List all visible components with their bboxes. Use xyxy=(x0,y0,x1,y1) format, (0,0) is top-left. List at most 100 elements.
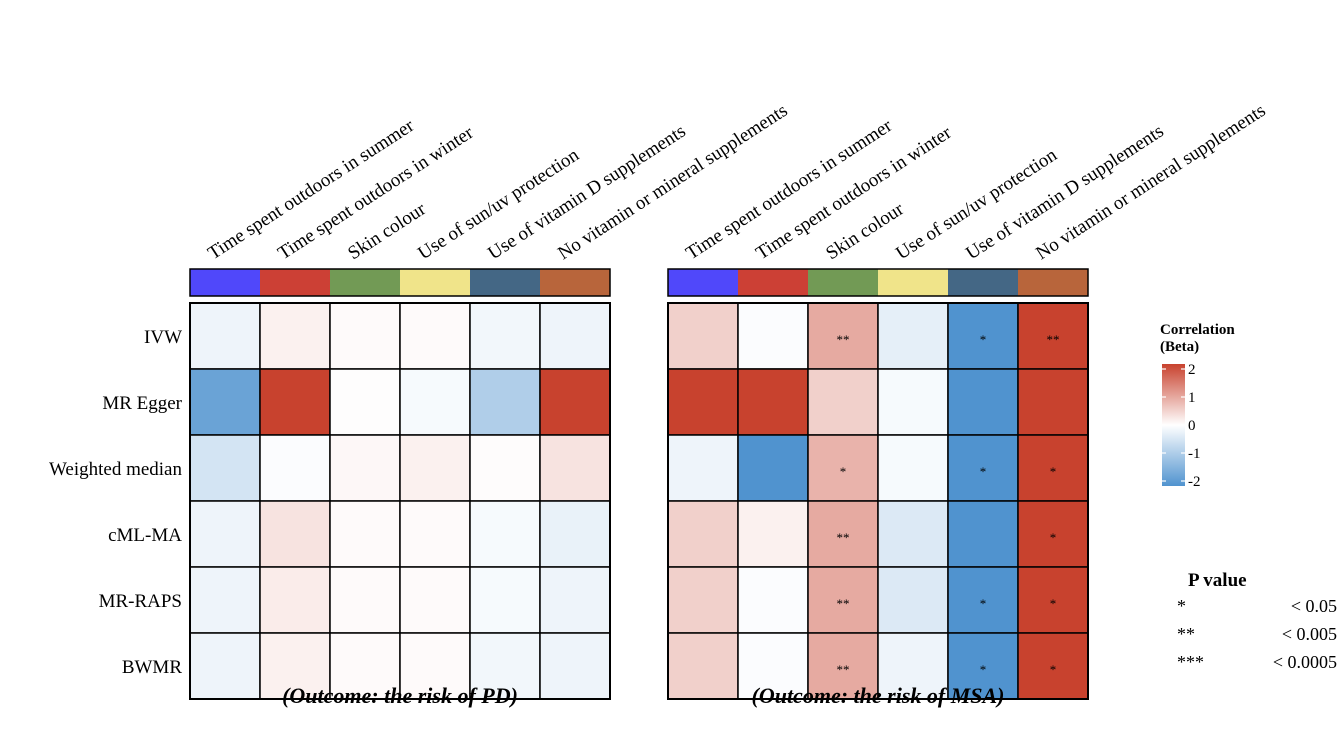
heatmap-cell xyxy=(329,434,401,502)
heatmap-cell xyxy=(947,566,1019,634)
heatmap-cell xyxy=(737,368,809,436)
heatmap-cell xyxy=(329,500,401,568)
heatmap-cell xyxy=(259,302,331,370)
column-color-swatch xyxy=(668,269,738,296)
heatmap-cell xyxy=(737,500,809,568)
significance-marker: ** xyxy=(837,530,850,545)
colorbar-legend: Correlation (Beta) 2 1 0 -1 -2 xyxy=(1160,322,1235,490)
heatmap-cell xyxy=(189,632,261,700)
heatmap-cell xyxy=(399,566,471,634)
heatmap-cell xyxy=(469,302,541,370)
heatmap-cell xyxy=(807,434,879,502)
column-color-swatch xyxy=(878,269,948,296)
heatmap-cell xyxy=(259,368,331,436)
heatmap-grid-border xyxy=(189,302,611,700)
heatmap-cell xyxy=(539,566,611,634)
pvalue-threshold: < 0.05 xyxy=(1291,596,1337,616)
heatmap-cell xyxy=(259,434,331,502)
heatmap-cell xyxy=(469,368,541,436)
heatmap-cell xyxy=(1017,632,1089,700)
heatmap-cell xyxy=(539,368,611,436)
color-strip-border xyxy=(189,268,611,297)
pvalue-legend-title: P value xyxy=(1188,570,1247,591)
heatmap-cell xyxy=(189,566,261,634)
significance-marker: * xyxy=(1050,530,1057,545)
pvalue-threshold: < 0.0005 xyxy=(1273,652,1337,672)
heatmap-cell xyxy=(539,632,611,700)
row-label: Weighted median xyxy=(49,459,183,480)
significance-marker: * xyxy=(1050,596,1057,611)
column-color-swatch xyxy=(190,269,260,296)
heatmap-cell xyxy=(947,500,1019,568)
heatmap-cell xyxy=(667,368,739,436)
column-color-swatch xyxy=(470,269,540,296)
heatmap-cell xyxy=(947,368,1019,436)
row-label: BWMR xyxy=(122,657,183,678)
significance-marker: ** xyxy=(1047,332,1060,347)
heatmap-cell xyxy=(329,566,401,634)
significance-marker: * xyxy=(1050,662,1057,677)
heatmap-cell xyxy=(807,368,879,436)
heatmap-cell xyxy=(189,302,261,370)
significance-marker: * xyxy=(980,662,987,677)
column-color-swatch xyxy=(400,269,470,296)
heatmap-cell xyxy=(667,500,739,568)
heatmap-cell xyxy=(399,632,471,700)
heatmap-cell xyxy=(259,500,331,568)
significance-marker: * xyxy=(980,596,987,611)
heatmap-cell xyxy=(807,500,879,568)
column-color-swatch xyxy=(808,269,878,296)
column-color-swatch xyxy=(540,269,610,296)
heatmap-cell xyxy=(947,302,1019,370)
column-color-swatch xyxy=(738,269,808,296)
significance-marker: ** xyxy=(837,332,850,347)
heatmap-cell xyxy=(329,302,401,370)
heatmap-cell xyxy=(737,566,809,634)
heatmap-cell xyxy=(539,500,611,568)
column-color-swatch xyxy=(260,269,330,296)
significance-marker: ** xyxy=(837,596,850,611)
column-color-swatch xyxy=(1018,269,1088,296)
heatmap-cell xyxy=(1017,368,1089,436)
row-label: cML-MA xyxy=(108,525,182,546)
colorbar-gradient xyxy=(1162,364,1185,486)
heatmap-cell xyxy=(667,302,739,370)
heatmap-cell xyxy=(399,500,471,568)
heatmap-cell xyxy=(539,434,611,502)
heatmap-cell xyxy=(667,434,739,502)
colorbar-tick-label: -1 xyxy=(1188,446,1201,462)
pvalue-symbol: * xyxy=(1177,596,1186,616)
pvalue-symbol: *** xyxy=(1177,652,1204,672)
heatmap-cell xyxy=(539,302,611,370)
heatmap-cell xyxy=(399,302,471,370)
heatmap-cell xyxy=(189,500,261,568)
heatmap-cell xyxy=(667,632,739,700)
column-color-swatch xyxy=(330,269,400,296)
heatmap-cell xyxy=(877,434,949,502)
heatmap-cell xyxy=(469,500,541,568)
significance-marker: * xyxy=(1050,464,1057,479)
heatmap-cell xyxy=(807,302,879,370)
pvalue-threshold: < 0.005 xyxy=(1282,624,1337,644)
row-label: MR Egger xyxy=(102,393,182,414)
pvalue-legend: P value * < 0.05 ** < 0.005 *** < 0.0005 xyxy=(1177,570,1337,672)
heatmap-cell xyxy=(399,434,471,502)
heatmap-cell xyxy=(189,434,261,502)
heatmap-cell xyxy=(469,566,541,634)
heatmap-cell xyxy=(737,434,809,502)
color-strip-border xyxy=(667,268,1089,297)
colorbar-tick-label: 0 xyxy=(1188,418,1196,434)
colorbar-title-line1: Correlation xyxy=(1160,322,1235,338)
heatmap-cell xyxy=(667,566,739,634)
heatmap-cell xyxy=(469,632,541,700)
colorbar-title-line2: (Beta) xyxy=(1160,339,1199,355)
heatmap-cell xyxy=(259,566,331,634)
heatmap-cell xyxy=(807,632,879,700)
heatmap-cell xyxy=(399,368,471,436)
heatmap-cell xyxy=(189,368,261,436)
significance-marker: ** xyxy=(837,662,850,677)
panel-title: (Outcome: the risk of MSA) xyxy=(752,683,1005,708)
heatmap-cell xyxy=(877,368,949,436)
